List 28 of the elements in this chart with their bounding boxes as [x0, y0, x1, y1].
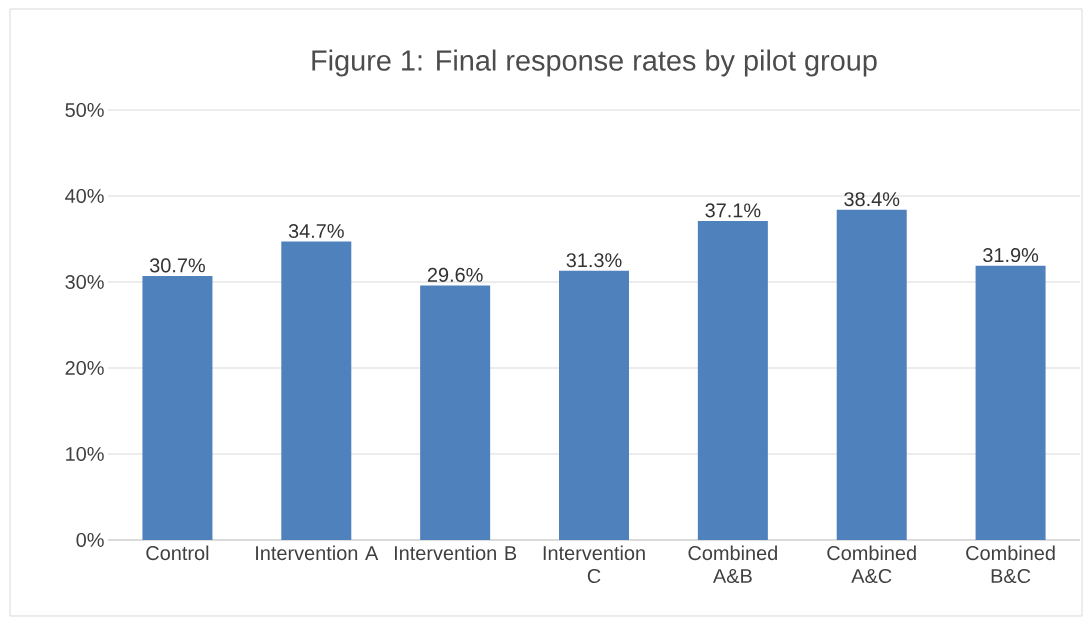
- data-label: 37.1%: [705, 203, 761, 218]
- bar: [975, 265, 1046, 540]
- x-tick-label: Intervention C: [543, 545, 645, 584]
- x-tick-label: Combined A&C: [827, 545, 916, 584]
- bar: [559, 270, 630, 540]
- x-tick-label: Control: [146, 545, 209, 561]
- data-label: 31.9%: [983, 248, 1039, 263]
- data-label: 31.3%: [566, 253, 622, 268]
- chart-title: Figure 1: Final response rates by pilot group: [312, 49, 877, 77]
- bar: [281, 241, 352, 540]
- y-tick-label: 20%: [65, 360, 104, 376]
- bar: [420, 285, 491, 540]
- bar: [836, 209, 907, 540]
- y-tick-label: 0%: [76, 532, 104, 548]
- data-label: 34.7%: [288, 223, 344, 239]
- y-tick-label: 40%: [65, 188, 104, 204]
- bar: [142, 275, 213, 540]
- y-tick-label: 50%: [65, 102, 104, 118]
- data-label: 38.4%: [844, 192, 900, 207]
- x-tick-label: Intervention B: [394, 545, 517, 561]
- data-label: 30.7%: [149, 258, 205, 273]
- x-tick-label: Combined A&B: [688, 545, 777, 584]
- y-tick-label: 10%: [66, 446, 104, 462]
- y-tick-label: 30%: [65, 274, 104, 290]
- x-tick-label: Intervention A: [256, 545, 379, 561]
- data-label: 29.6%: [427, 267, 483, 282]
- x-tick-label: Combined B&C: [966, 545, 1055, 584]
- bar: [697, 220, 768, 540]
